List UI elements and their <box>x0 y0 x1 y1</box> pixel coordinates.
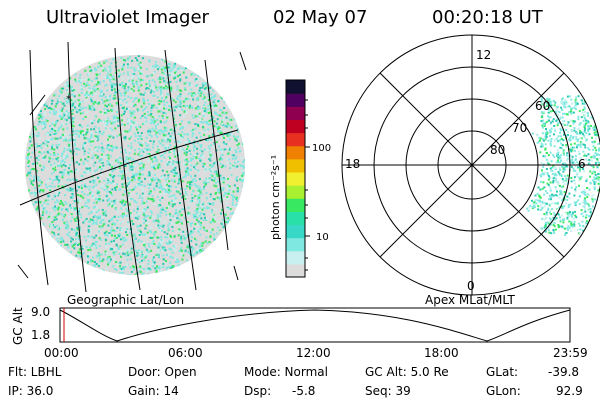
altitude-xtick-3: 18:00 <box>424 346 459 360</box>
sequence-status: Seq: 39 <box>365 384 411 398</box>
gain-status: Gain: 14 <box>128 384 179 398</box>
colorbar-segment <box>286 80 305 94</box>
gc-altitude-status: GC Alt: 5.0 Re <box>365 365 449 379</box>
glat-value: -39.8 <box>548 365 580 379</box>
ring-label-70: 70 <box>512 121 527 135</box>
colorbar-segment <box>286 250 305 265</box>
mode-status: Mode: Normal <box>244 365 328 379</box>
glat-label: GLat: <box>486 365 519 379</box>
glon-value: 92.9 <box>556 384 583 398</box>
colorbar-segment <box>286 171 305 186</box>
altitude-curve <box>59 309 571 342</box>
time-label: 00:20:18 UT <box>432 7 543 28</box>
instrument-title: Ultraviolet Imager <box>46 7 209 28</box>
dsp-label: Dsp: <box>244 384 272 398</box>
ring-label-80: 80 <box>490 143 505 157</box>
left-panel-caption: Geographic Lat/Lon <box>67 293 184 307</box>
lat-lon-grid <box>17 41 247 293</box>
colorbar-minor-ticks <box>305 99 308 271</box>
colorbar-segment <box>286 158 305 173</box>
colorbar-label-10: 10 <box>316 232 329 243</box>
colorbar-segment <box>286 132 305 147</box>
colorbar-label-100: 100 <box>312 143 331 154</box>
colorbar-gradient <box>286 80 305 278</box>
colorbar-segment <box>286 198 305 212</box>
colorbar-segment <box>286 211 305 226</box>
altitude-xtick-4: 23:59 <box>553 346 588 360</box>
colorbar: 100 10 photon cm⁻²s⁻¹ <box>269 79 331 278</box>
mlt-label-0: 0 <box>467 279 475 293</box>
altitude-frame <box>59 307 571 343</box>
colorbar-segment <box>286 237 305 252</box>
colorbar-segment <box>286 263 305 278</box>
colorbar-unit-label: photon cm⁻²s⁻¹ <box>269 155 282 240</box>
colorbar-frame <box>285 79 306 278</box>
colorbar-segment <box>286 93 305 107</box>
dsp-value: -5.8 <box>292 384 316 398</box>
filter-status: Flt: LBHL <box>8 365 62 379</box>
ring-label-60: 60 <box>535 99 550 113</box>
altitude-ytick-min: 1.8 <box>31 328 50 342</box>
polar-grid <box>341 34 600 296</box>
subsolar-marker: * <box>66 94 71 105</box>
date-label: 02 May 07 <box>273 7 368 28</box>
door-status: Door: Open <box>128 365 197 379</box>
glon-label: GLon: <box>486 384 521 398</box>
right-panel-caption: Apex MLat/MLT <box>425 293 515 307</box>
auroral-oval-pixels <box>526 95 600 236</box>
colorbar-segment <box>286 145 305 160</box>
altitude-ylabel: GC Alt <box>11 307 25 345</box>
colorbar-segment <box>286 106 305 120</box>
diagonal-b <box>379 72 565 258</box>
colorbar-segment <box>286 119 305 134</box>
mlat-mlt-panel: 80 70 60 12 18 6 0 <box>341 34 600 296</box>
altitude-xtick-2: 12:00 <box>296 346 331 360</box>
altitude-ytick-max: 9.0 <box>31 305 50 319</box>
mlt-label-6: 6 <box>578 157 586 171</box>
altitude-xtick-1: 06:00 <box>168 346 203 360</box>
colorbar-segment <box>286 224 305 239</box>
mlt-label-18: 18 <box>345 157 360 171</box>
altitude-xtick-0: 00:00 <box>44 346 79 360</box>
uv-emission-pixels <box>25 55 245 275</box>
colorbar-segment <box>286 185 305 199</box>
altitude-plot: GC Alt 9.0 1.8 00:00 06:00 12:00 18:00 2… <box>11 305 588 360</box>
geographic-image-panel: * <box>17 41 247 293</box>
mlt-label-12: 12 <box>476 48 491 62</box>
ip-status: IP: 36.0 <box>8 384 54 398</box>
